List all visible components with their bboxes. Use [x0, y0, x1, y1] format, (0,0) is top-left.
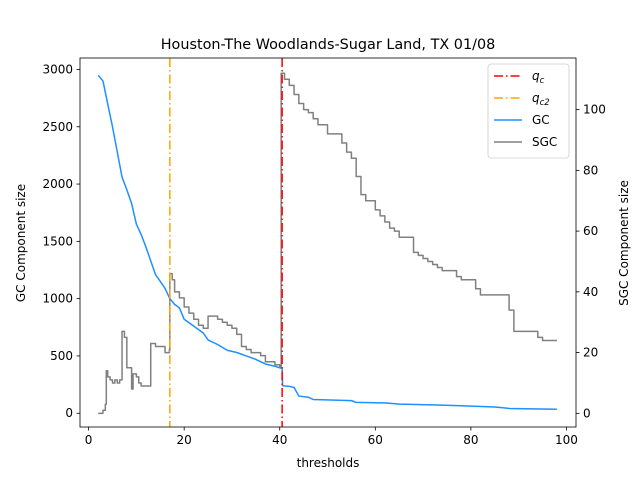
y-axis-left-label: GC Component size — [14, 184, 28, 302]
legend-label: GC — [532, 113, 550, 127]
y-left-tick-label: 500 — [50, 349, 73, 363]
x-axis-label: thresholds — [297, 456, 360, 470]
x-tick-label: 20 — [177, 433, 192, 447]
series-line-sgc — [98, 72, 557, 415]
x-tick-label: 0 — [85, 433, 93, 447]
y-left-tick-label: 1500 — [42, 234, 73, 248]
legend: qc qc2 GC SGC — [487, 63, 570, 159]
legend-label: qc — [532, 69, 545, 86]
y-left-tick-label: 1000 — [42, 292, 73, 306]
x-tick-label: 60 — [368, 433, 383, 447]
x-tick-label: 40 — [272, 433, 287, 447]
y-right-tick-label: 20 — [583, 346, 598, 360]
y-left-tick-label: 3000 — [42, 62, 73, 76]
legend-label: SGC — [532, 135, 557, 149]
series-line-gc — [97, 74, 557, 410]
legend-box — [487, 63, 570, 159]
y-right-tick-label: 100 — [583, 103, 606, 117]
chart-title: Houston-The Woodlands-Sugar Land, TX 01/… — [161, 37, 496, 53]
y-left-tick-label: 2000 — [42, 177, 73, 191]
plot-frame — [79, 57, 577, 428]
plot-area — [97, 58, 557, 427]
y-left-tick-label: 0 — [65, 406, 73, 420]
axes: 0 20 40 60 80 1000500100015002000250030000204… — [42, 57, 606, 447]
legend-label: qc2 — [532, 91, 550, 108]
y-right-tick-label: 60 — [583, 224, 598, 238]
x-tick-label: 80 — [463, 433, 478, 447]
x-tick-label: 100 — [555, 433, 578, 447]
y-right-tick-label: 0 — [583, 406, 591, 420]
y-axis-right-label: SGC Component size — [617, 180, 631, 306]
y-left-tick-label: 2500 — [42, 120, 73, 134]
y-right-tick-label: 40 — [583, 285, 598, 299]
y-right-tick-label: 80 — [583, 163, 598, 177]
